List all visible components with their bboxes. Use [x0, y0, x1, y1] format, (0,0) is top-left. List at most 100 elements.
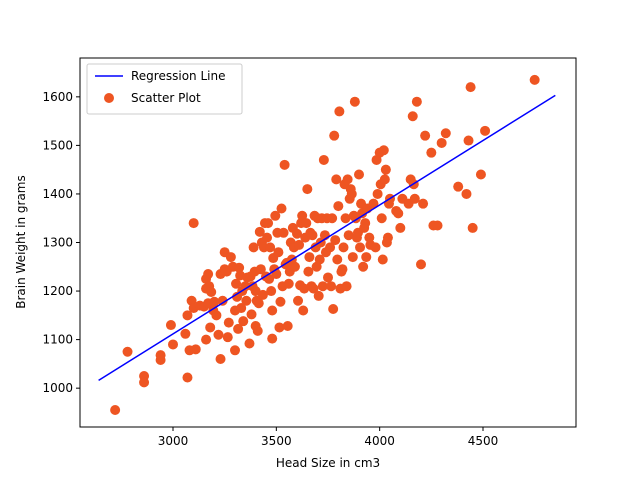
scatter-point: [331, 174, 342, 185]
scatter-point: [480, 125, 491, 136]
scatter-point: [420, 130, 431, 141]
scatter-point: [411, 96, 422, 107]
scatter-point: [278, 227, 289, 238]
scatter-point: [354, 169, 364, 180]
legend-label-regression-line: Regression Line: [131, 69, 225, 83]
scatter-point: [304, 252, 315, 263]
scatter-point: [230, 345, 240, 356]
scatter-point: [201, 334, 212, 345]
scatter-point: [395, 222, 406, 233]
scatter-point: [266, 286, 277, 297]
scatter-point: [165, 320, 176, 331]
scatter-point: [188, 218, 199, 229]
scatter-point: [267, 333, 278, 344]
scatter-point: [233, 323, 244, 334]
scatter-point: [313, 290, 324, 301]
scatter-point: [342, 174, 353, 185]
scatter-point: [436, 137, 447, 148]
y-tick-label: 1600: [42, 90, 73, 104]
scatter-point: [182, 310, 193, 321]
scatter-point: [333, 201, 344, 212]
scatter-point: [338, 242, 349, 253]
scatter-point: [217, 295, 228, 306]
scatter-point: [223, 317, 234, 328]
y-tick-label: 1300: [42, 236, 73, 250]
scatter-point: [206, 287, 217, 298]
scatter-point: [346, 188, 357, 199]
scatter-point: [407, 111, 418, 122]
scatter-point: [347, 252, 358, 263]
scatter-point: [236, 303, 247, 314]
scatter-point: [418, 198, 429, 209]
scatter-point: [190, 344, 201, 355]
scatter-point: [416, 259, 426, 270]
scatter-point: [326, 281, 337, 292]
scatter-point: [253, 298, 264, 309]
scatter-point: [409, 193, 420, 204]
legend-label-scatter-plot: Scatter Plot: [131, 91, 201, 105]
scatter-point: [341, 281, 352, 292]
scatter-point: [355, 242, 366, 253]
scatter-point: [209, 296, 220, 307]
scatter-point: [215, 354, 226, 365]
scatter-point: [271, 269, 282, 280]
scatter-point: [453, 181, 464, 192]
scatter-point: [303, 266, 314, 277]
scatter-point: [139, 377, 150, 388]
y-axis-label: Brain Weight in grams: [14, 175, 28, 309]
scatter-point: [246, 309, 257, 320]
scatter-point: [155, 350, 166, 361]
x-tick-label: 4000: [364, 434, 395, 448]
x-tick-label: 4500: [468, 434, 499, 448]
scatter-point: [323, 272, 333, 283]
y-tick-label: 1500: [42, 138, 73, 152]
scatter-point: [283, 278, 294, 289]
scatter-point: [358, 261, 369, 272]
scatter-point: [337, 264, 348, 275]
scatter-point: [330, 235, 341, 246]
x-axis-label: Head Size in cm3: [276, 456, 380, 470]
scatter-point: [255, 264, 266, 275]
scatter-point: [110, 405, 121, 416]
scatter-point: [370, 242, 381, 253]
scatter-point: [274, 322, 285, 333]
scatter-point: [241, 295, 252, 306]
legend-scatter-swatch: [104, 93, 114, 103]
scatter-point: [273, 247, 284, 258]
scatter-point: [380, 164, 391, 175]
scatter-point: [267, 305, 278, 316]
scatter-point: [349, 96, 360, 107]
scatter-point: [318, 154, 329, 165]
scatter-point: [343, 230, 354, 241]
scatter-point: [325, 242, 336, 253]
scatter-point: [440, 128, 451, 139]
legend-box: [86, 63, 243, 115]
scatter-point: [265, 242, 276, 253]
scatter-point: [240, 281, 251, 292]
scatter-point: [432, 220, 443, 231]
scatter-point: [275, 296, 286, 307]
scatter-point: [364, 232, 375, 243]
scatter-point: [314, 254, 325, 265]
scatter-point: [248, 242, 259, 253]
scatter-point: [378, 145, 389, 156]
scatter-point: [529, 74, 540, 85]
scatter-point: [234, 262, 245, 273]
scatter-point: [461, 188, 472, 199]
scatter-point: [301, 218, 312, 229]
scatter-point: [205, 322, 216, 333]
x-tick-label: 3500: [261, 434, 292, 448]
y-tick-label: 1200: [42, 284, 73, 298]
scatter-point: [463, 135, 474, 146]
scatter-point: [328, 304, 339, 315]
scatter-point: [252, 325, 263, 336]
scatter-point: [376, 213, 387, 224]
scatter-point: [317, 281, 328, 292]
scatter-point: [360, 218, 371, 229]
scatter-point: [211, 310, 222, 321]
scatter-point: [382, 232, 393, 243]
scatter-point: [302, 184, 313, 195]
scatter-point: [244, 338, 255, 349]
scatter-point: [254, 226, 265, 237]
